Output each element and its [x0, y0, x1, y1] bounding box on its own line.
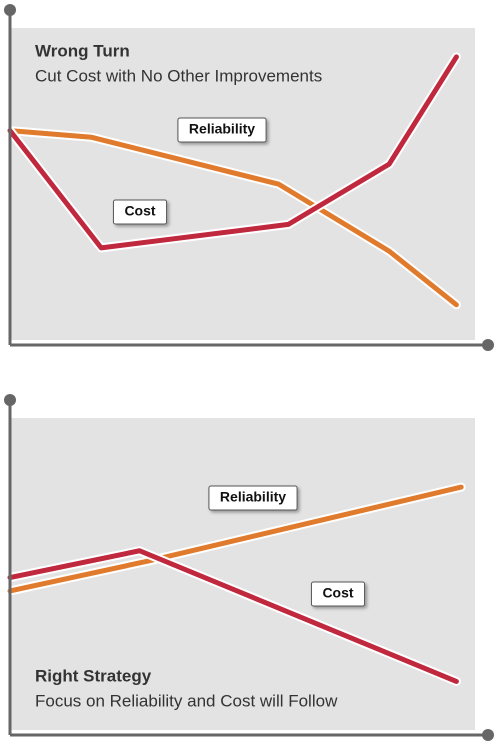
plot-background [10, 28, 475, 340]
series-label: Reliability [220, 489, 286, 505]
series-label: Cost [322, 585, 353, 601]
axis-end [482, 729, 494, 741]
series-label: Cost [124, 203, 155, 219]
series-label-box [208, 485, 298, 511]
axis-end [4, 4, 16, 16]
line [7, 484, 464, 594]
line [7, 54, 459, 251]
axis-end [482, 339, 494, 351]
line [7, 128, 459, 308]
chart-title: Right Strategy [35, 666, 152, 685]
series-label: Reliability [189, 121, 255, 137]
chart: Reliability Cost Right Strategy Focus on Re… [4, 394, 494, 741]
chart: Reliability Cost Wrong Turn Cut Cost with N… [4, 4, 494, 351]
chart-subtitle: Focus on Reliability and Cost will Follo… [35, 691, 338, 710]
axis-end [4, 394, 16, 406]
series-label-box [310, 581, 366, 607]
series-label-box [112, 199, 168, 225]
chart-subtitle: Cut Cost with No Other Improvements [35, 66, 322, 85]
series-label-box [177, 117, 267, 143]
chart-title: Wrong Turn [35, 41, 130, 60]
line [7, 548, 459, 684]
